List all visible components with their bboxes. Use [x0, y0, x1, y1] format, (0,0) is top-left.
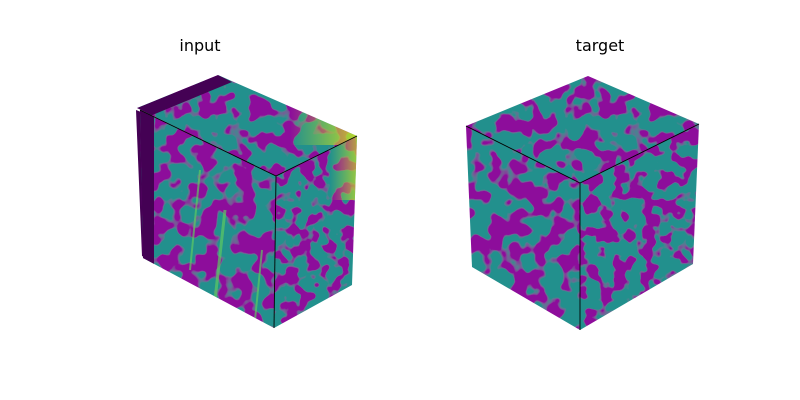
target-panel: target: [400, 0, 800, 400]
target-title: target: [575, 36, 625, 55]
input-title: input: [179, 36, 221, 55]
input-cube-plot: [136, 75, 358, 329]
input-panel: input: [136, 36, 358, 329]
target-cube-plot: [465, 76, 700, 330]
